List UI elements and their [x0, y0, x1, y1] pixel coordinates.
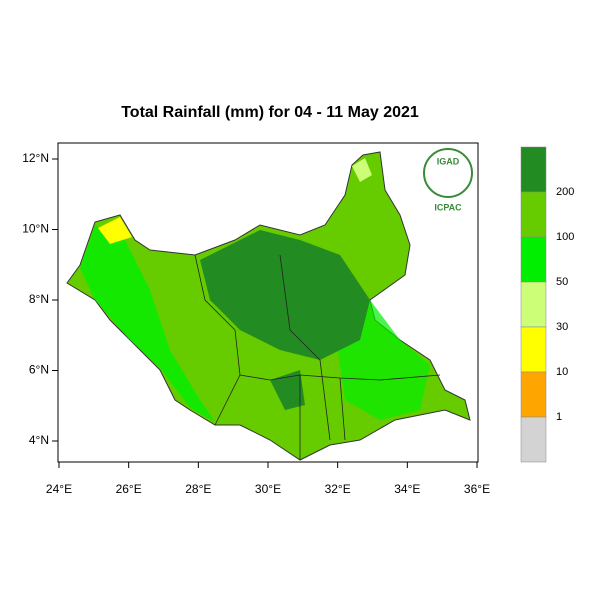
logo-bottom-text: ICPAC: [434, 202, 462, 212]
legend-label: 30: [556, 321, 568, 333]
rain-zone-dry: [98, 217, 132, 244]
x-tick-label: 36°E: [464, 482, 490, 496]
legend-label: 100: [556, 231, 574, 243]
rain-zone-light: [80, 225, 215, 422]
x-tick-label: 34°E: [394, 482, 420, 496]
x-tick-label: 28°E: [185, 482, 211, 496]
x-tick-label: 30°E: [255, 482, 281, 496]
rain-zone-heavy: [270, 370, 305, 410]
map-title: Total Rainfall (mm) for 04 - 11 May 2021: [121, 104, 419, 121]
x-tick-label: 26°E: [116, 482, 142, 496]
legend-swatch: [520, 236, 547, 283]
legend-swatch: [520, 326, 547, 373]
legend-swatch: [520, 281, 547, 328]
y-tick-label: 8°N: [29, 292, 49, 306]
logo-top-text: IGAD: [437, 156, 460, 166]
y-tick-label: 6°N: [29, 363, 49, 377]
state-borders: [194, 254, 441, 460]
x-tick-label: 24°E: [46, 482, 72, 496]
logo: IGAD ICPAC: [423, 148, 473, 212]
legend-swatch: [520, 371, 547, 418]
rain-zone-dry: [352, 158, 372, 182]
legend-label: 10: [556, 366, 568, 378]
logo-ring: [423, 148, 473, 198]
x-tick-label: 32°E: [325, 482, 351, 496]
legend-label: 200: [556, 186, 574, 198]
legend-label: 1: [556, 411, 562, 423]
legend-swatch: [520, 416, 547, 463]
legend-swatch: [520, 191, 547, 238]
legend-label: 50: [556, 276, 568, 288]
y-tick-label: 4°N: [29, 433, 49, 447]
y-tick-label: 10°N: [22, 222, 49, 236]
legend-swatch: [520, 146, 547, 193]
y-tick-label: 12°N: [22, 151, 49, 165]
